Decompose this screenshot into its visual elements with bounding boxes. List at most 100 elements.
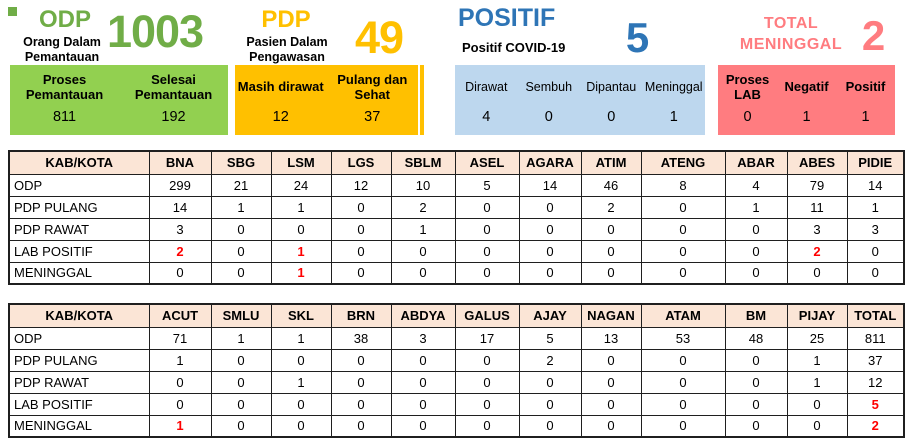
table-cell: 1 [270,261,332,285]
table-cell: 79 [786,173,848,197]
table-cell: 0 [210,261,272,285]
table-cell: 2 [148,239,212,263]
column-header: KAB/KOTA [8,303,150,328]
table-cell: 3 [846,217,905,241]
stat-value: 811 [52,109,77,125]
positif-stat-dirawat: Dirawat 4 [455,65,518,135]
pdp-stat-box: Masih dirawat 12 Pulang dan Sehat 37 [235,65,418,135]
stat-label: Selesai Pemantauan [134,71,213,102]
odp-stat-box: Proses Pemantauan 811 Selesai Pemantauan… [10,65,228,135]
stat-label: Sembuh [525,80,573,95]
stat-label: Positif [845,79,886,95]
positif-stat-meninggal: Meninggal 1 [643,65,706,135]
table-row: PDP RAWAT 3 0 0 0 1 0 0 0 0 0 3 3 [8,217,905,241]
row-label: PDP PULANG [8,348,150,372]
table-cell: 14 [846,173,905,197]
column-header: ABDYA [390,303,456,328]
total-stat-negatif: Negatif 1 [777,65,836,135]
table-row: LAB POSITIF 0 0 0 0 0 0 0 0 0 0 0 5 [8,392,905,416]
table-cell: 4 [724,173,788,197]
table-cell: 1 [786,348,848,372]
stat-value: 0 [544,109,553,125]
table-cell: 5 [454,173,520,197]
pdp-stat-dirawat: Masih dirawat 12 [235,65,327,135]
row-label: LAB POSITIF [8,239,150,263]
column-header: ASEL [454,150,520,175]
table-cell: 0 [330,217,392,241]
column-header: ATAM [640,303,726,328]
table-cell: 0 [390,370,456,394]
table-row: ODP 299 21 24 12 10 5 14 46 8 4 79 14 [8,173,905,197]
stat-label: Proses Pemantauan [25,71,104,102]
odp-stat-proses: Proses Pemantauan 811 [10,65,119,135]
table-cell: 3 [390,326,456,350]
stat-value: 0 [607,109,616,125]
table-cell: 0 [846,239,905,263]
table-cell: 24 [270,173,332,197]
table-cell: 0 [390,414,456,438]
table-cell: 0 [640,195,726,219]
total-meninggal-title: TOTAL MENINGGAL [739,15,843,53]
table-cell: 0 [786,261,848,285]
table-cell: 0 [786,414,848,438]
table-cell: 0 [454,261,520,285]
row-label: ODP [8,173,150,197]
region-table-2-container: KAB/KOTA ACUT SMLU SKL BRN ABDYA GALUS AJAY NAGA… [8,303,905,438]
positif-total-value: 5 [625,14,649,61]
pdp-stat-pulang: Pulang dan Sehat 37 [327,65,419,135]
table-cell: 14 [148,195,212,219]
stat-value: 37 [364,109,381,125]
column-header: PIJAY [786,303,848,328]
stat-value: 12 [272,109,289,125]
stat-value: 192 [161,109,186,125]
table-cell: 0 [210,239,272,263]
table-cell: 0 [518,370,582,394]
table-cell: 53 [640,326,726,350]
summary-cards-section: ODP Orang Dalam Pemantauan 1003 Proses P… [0,0,910,148]
table-cell: 0 [518,414,582,438]
column-header: ATENG [640,150,726,175]
table-cell: 13 [580,326,642,350]
column-header: ATIM [580,150,642,175]
stat-value: 0 [743,109,752,125]
row-label: PDP RAWAT [8,370,150,394]
column-header: GALUS [454,303,520,328]
table-cell: 0 [454,348,520,372]
total-stat-proses-lab: Proses LAB 0 [718,65,777,135]
table-cell: 0 [270,392,332,416]
table-cell: 0 [330,239,392,263]
positif-stat-box: Dirawat 4 Sembuh 0 Dipantau 0 Meninggal … [455,65,705,135]
table-cell: 0 [210,217,272,241]
table-cell: 1 [390,217,456,241]
column-header: SKL [270,303,332,328]
stat-label: Meninggal [644,80,703,95]
column-header: SMLU [210,303,272,328]
table-cell: 0 [148,261,212,285]
column-header: NAGAN [580,303,642,328]
table-cell: 0 [330,370,392,394]
odp-subtitle: Orang Dalam Pemantauan [23,35,101,64]
stat-label: Proses LAB [725,71,770,102]
table-cell: 46 [580,173,642,197]
column-header: KAB/KOTA [8,150,150,175]
column-header: BRN [330,303,392,328]
table-header-row: KAB/KOTA BNA SBG LSM LGS SBLM ASEL AGARA ATIM ATE… [8,150,905,175]
table-cell: 0 [640,370,726,394]
table-cell: 0 [210,392,272,416]
table-cell: 12 [846,370,905,394]
total-stat-positif: Positif 1 [836,65,895,135]
pdp-title: PDP [261,6,311,33]
table-cell: 1 [846,195,905,219]
table-cell: 0 [270,348,332,372]
table-cell: 0 [518,217,582,241]
table-cell: 0 [454,392,520,416]
table-row: PDP PULANG 1 0 0 0 0 0 2 0 0 0 1 37 [8,348,905,372]
table-cell: 0 [518,392,582,416]
stat-label: Dipantau [586,80,637,95]
table-cell: 0 [786,392,848,416]
column-header: SBG [210,150,272,175]
table-cell: 0 [640,217,726,241]
stat-value: 4 [482,109,491,125]
table-cell: 1 [270,326,332,350]
table-cell: 1 [270,195,332,219]
